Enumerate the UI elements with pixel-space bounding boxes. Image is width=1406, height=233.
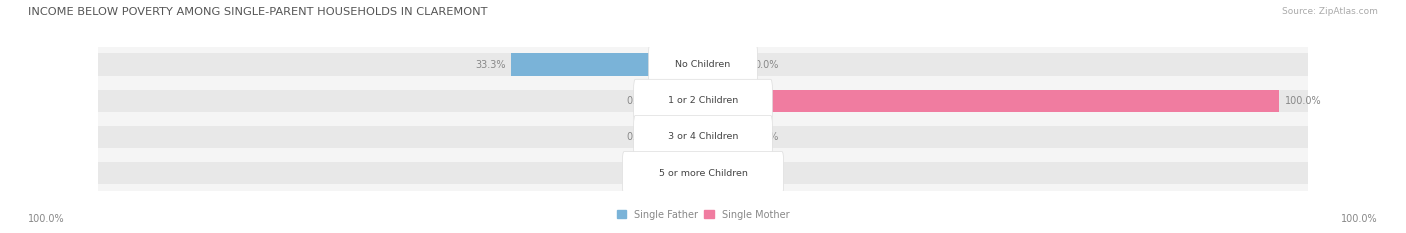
FancyBboxPatch shape <box>96 31 1310 98</box>
FancyBboxPatch shape <box>634 79 772 122</box>
Bar <box>657 89 703 112</box>
FancyBboxPatch shape <box>634 115 772 158</box>
FancyBboxPatch shape <box>96 67 1310 134</box>
Text: Source: ZipAtlas.com: Source: ZipAtlas.com <box>1282 7 1378 16</box>
Bar <box>657 126 703 148</box>
Text: 0.0%: 0.0% <box>627 168 651 178</box>
Text: INCOME BELOW POVERTY AMONG SINGLE-PARENT HOUSEHOLDS IN CLAREMONT: INCOME BELOW POVERTY AMONG SINGLE-PARENT… <box>28 7 488 17</box>
FancyBboxPatch shape <box>623 151 783 195</box>
Text: No Children: No Children <box>675 60 731 69</box>
Text: 100.0%: 100.0% <box>1285 96 1322 106</box>
Bar <box>98 53 1308 76</box>
Bar <box>512 53 703 76</box>
Text: 3 or 4 Children: 3 or 4 Children <box>668 132 738 141</box>
Text: 0.0%: 0.0% <box>755 168 779 178</box>
Bar <box>98 162 1308 184</box>
FancyBboxPatch shape <box>648 43 758 86</box>
Bar <box>703 53 749 76</box>
Bar <box>98 89 1308 112</box>
Bar <box>703 89 1279 112</box>
Bar <box>98 126 1308 148</box>
Text: 1 or 2 Children: 1 or 2 Children <box>668 96 738 105</box>
Text: 0.0%: 0.0% <box>755 132 779 142</box>
Text: 5 or more Children: 5 or more Children <box>658 168 748 178</box>
Text: 100.0%: 100.0% <box>28 214 65 224</box>
Text: 0.0%: 0.0% <box>627 132 651 142</box>
Bar <box>703 126 749 148</box>
Text: 33.3%: 33.3% <box>475 60 506 70</box>
Text: 0.0%: 0.0% <box>627 96 651 106</box>
FancyBboxPatch shape <box>96 140 1310 206</box>
Legend: Single Father, Single Mother: Single Father, Single Mother <box>613 206 793 223</box>
Bar <box>657 162 703 184</box>
Bar <box>703 162 749 184</box>
FancyBboxPatch shape <box>96 103 1310 170</box>
Text: 100.0%: 100.0% <box>1341 214 1378 224</box>
Text: 0.0%: 0.0% <box>755 60 779 70</box>
